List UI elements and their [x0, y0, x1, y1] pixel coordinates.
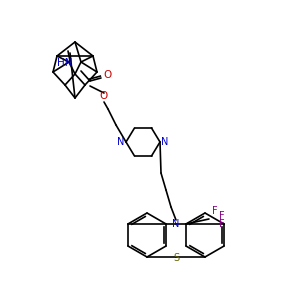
Text: N: N	[161, 137, 169, 147]
Text: O: O	[100, 91, 108, 101]
Text: F: F	[219, 211, 225, 221]
Text: HN: HN	[58, 58, 73, 68]
Text: F: F	[219, 219, 225, 229]
Text: S: S	[173, 253, 179, 263]
Text: N: N	[117, 137, 125, 147]
Text: N: N	[172, 219, 180, 229]
Text: F: F	[212, 206, 218, 216]
Text: O: O	[104, 70, 112, 80]
